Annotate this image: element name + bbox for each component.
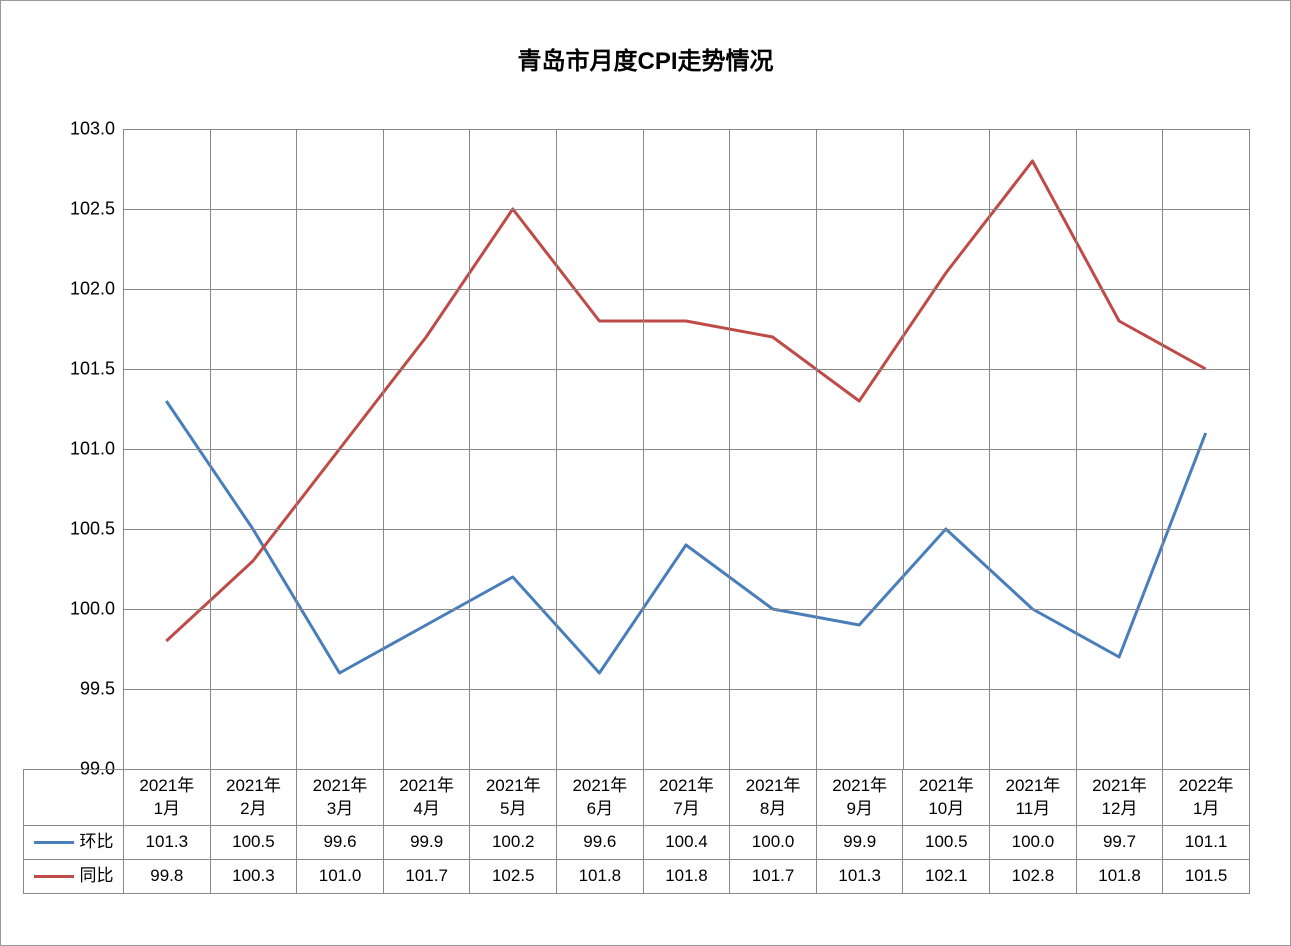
table-corner — [24, 770, 124, 826]
vline — [1076, 129, 1077, 769]
gridline — [123, 289, 1249, 290]
data-cell: 100.3 — [210, 860, 297, 894]
y-tick-label: 103.0 — [70, 119, 115, 140]
data-cell: 101.3 — [124, 826, 211, 860]
y-tick-label: 102.5 — [70, 199, 115, 220]
vline — [816, 129, 817, 769]
series-line-环比 — [166, 401, 1205, 673]
data-cell: 99.9 — [383, 826, 470, 860]
data-cell: 101.7 — [730, 860, 817, 894]
data-cell: 101.7 — [383, 860, 470, 894]
category-header: 2021年1月 — [124, 770, 211, 826]
gridline — [123, 129, 1249, 130]
data-cell: 101.1 — [1163, 826, 1250, 860]
legend-swatch — [34, 841, 74, 844]
vline — [296, 129, 297, 769]
vline — [989, 129, 990, 769]
data-cell: 99.6 — [557, 826, 644, 860]
data-cell: 100.4 — [643, 826, 730, 860]
vline — [643, 129, 644, 769]
data-cell: 100.5 — [903, 826, 990, 860]
data-cell: 99.8 — [124, 860, 211, 894]
data-cell: 102.5 — [470, 860, 557, 894]
category-header: 2021年5月 — [470, 770, 557, 826]
category-header: 2021年8月 — [730, 770, 817, 826]
category-header: 2021年12月 — [1076, 770, 1163, 826]
vline — [729, 129, 730, 769]
data-cell: 99.9 — [816, 826, 903, 860]
category-header: 2021年2月 — [210, 770, 297, 826]
vline — [383, 129, 384, 769]
vline — [903, 129, 904, 769]
vline — [210, 129, 211, 769]
data-cell: 101.8 — [1076, 860, 1163, 894]
category-header: 2021年11月 — [990, 770, 1077, 826]
legend-label: 环比 — [80, 832, 114, 851]
vline — [469, 129, 470, 769]
data-cell: 101.5 — [1163, 860, 1250, 894]
series-line-同比 — [166, 161, 1205, 641]
vline — [1249, 129, 1250, 769]
chart-container: 青岛市月度CPI走势情况 99.099.5100.0100.5101.0101.… — [0, 0, 1291, 946]
category-header: 2021年9月 — [816, 770, 903, 826]
legend-环比: 环比 — [24, 826, 124, 860]
y-tick-label: 102.0 — [70, 279, 115, 300]
gridline — [123, 369, 1249, 370]
category-header: 2021年4月 — [383, 770, 470, 826]
gridline — [123, 209, 1249, 210]
gridline — [123, 689, 1249, 690]
gridline — [123, 529, 1249, 530]
data-cell: 99.6 — [297, 826, 384, 860]
category-header: 2021年6月 — [557, 770, 644, 826]
y-tick-label: 101.0 — [70, 439, 115, 460]
data-table: 2021年1月2021年2月2021年3月2021年4月2021年5月2021年… — [23, 769, 1250, 894]
legend-label: 同比 — [80, 866, 114, 885]
chart-title: 青岛市月度CPI走势情况 — [1, 41, 1290, 76]
data-cell: 100.0 — [730, 826, 817, 860]
data-cell: 102.8 — [990, 860, 1077, 894]
data-cell: 101.8 — [643, 860, 730, 894]
data-cell: 101.3 — [816, 860, 903, 894]
data-cell: 99.7 — [1076, 826, 1163, 860]
data-cell: 101.0 — [297, 860, 384, 894]
gridline — [123, 609, 1249, 610]
vline — [1162, 129, 1163, 769]
plot-area: 99.099.5100.0100.5101.0101.5102.0102.510… — [123, 129, 1249, 769]
data-cell: 100.0 — [990, 826, 1077, 860]
y-tick-label: 100.0 — [70, 599, 115, 620]
data-cell: 101.8 — [557, 860, 644, 894]
y-tick-label: 99.5 — [80, 679, 115, 700]
y-tick-label: 101.5 — [70, 359, 115, 380]
legend-swatch — [34, 875, 74, 878]
vline — [556, 129, 557, 769]
y-tick-label: 100.5 — [70, 519, 115, 540]
category-header: 2021年3月 — [297, 770, 384, 826]
data-cell: 100.5 — [210, 826, 297, 860]
legend-同比: 同比 — [24, 860, 124, 894]
vline — [123, 129, 124, 769]
gridline — [123, 449, 1249, 450]
category-header: 2021年10月 — [903, 770, 990, 826]
category-header: 2021年7月 — [643, 770, 730, 826]
data-cell: 102.1 — [903, 860, 990, 894]
category-header: 2022年1月 — [1163, 770, 1250, 826]
data-cell: 100.2 — [470, 826, 557, 860]
